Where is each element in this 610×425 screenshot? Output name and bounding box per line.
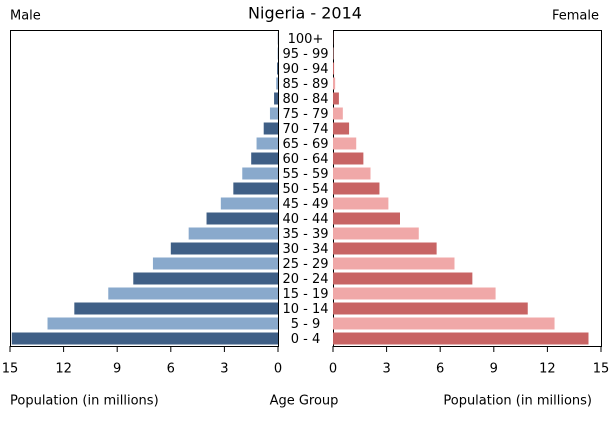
age-group-label: 0 - 4 — [291, 332, 321, 347]
age-group-label: 60 - 64 — [282, 152, 328, 167]
bar — [11, 332, 278, 345]
bar — [108, 287, 279, 300]
bar — [333, 242, 437, 255]
age-group-label: 95 - 99 — [282, 47, 328, 62]
bar — [333, 212, 400, 225]
bar — [170, 242, 278, 255]
legend-male: Male — [10, 9, 41, 24]
age-group-label: 20 - 24 — [282, 272, 328, 287]
bar — [333, 137, 357, 150]
bar — [220, 197, 278, 210]
bar — [333, 227, 419, 240]
x-tick-label: 9 — [490, 362, 498, 377]
bar — [277, 62, 278, 75]
x-tick-label: 9 — [113, 362, 121, 377]
age-group-label: 55 - 59 — [282, 167, 328, 182]
x-tick-label: 15 — [2, 362, 19, 377]
bar — [133, 272, 278, 285]
age-group-label: 45 - 49 — [282, 197, 328, 212]
age-group-label: 90 - 94 — [282, 62, 328, 77]
bar — [274, 92, 278, 105]
age-group-label: 30 - 34 — [282, 242, 328, 257]
bar — [333, 317, 555, 330]
age-group-label: 85 - 89 — [282, 77, 328, 92]
x-tick-label: 3 — [220, 362, 228, 377]
legend-female: Female — [552, 9, 599, 24]
bar — [263, 122, 278, 135]
bar — [251, 152, 278, 165]
bar — [333, 257, 455, 270]
bar — [333, 182, 380, 195]
age-group-label: 40 - 44 — [282, 212, 328, 227]
bar — [333, 332, 589, 345]
bar — [276, 77, 278, 90]
bar — [233, 182, 278, 195]
bar — [333, 302, 528, 315]
bar — [333, 62, 335, 75]
x-axis-label-left: Population (in millions) — [10, 394, 159, 409]
x-tick-label: 12 — [55, 362, 72, 377]
x-axis-label-right: Population (in millions) — [443, 394, 592, 409]
x-tick-label: 6 — [167, 362, 175, 377]
bar — [206, 212, 278, 225]
chart-title: Nigeria - 2014 — [248, 4, 362, 23]
x-tick-label: 3 — [382, 362, 390, 377]
x-tick-label: 15 — [593, 362, 610, 377]
age-group-label: 100+ — [288, 32, 324, 47]
category-axis-label: Age Group — [270, 394, 339, 409]
age-group-label: 25 - 29 — [282, 257, 328, 272]
bar — [333, 107, 343, 120]
bar — [269, 107, 278, 120]
bar — [47, 317, 278, 330]
age-group-label: 50 - 54 — [282, 182, 328, 197]
age-group-label: 35 - 39 — [282, 227, 328, 242]
x-tick-label: 0 — [274, 362, 282, 377]
age-group-label: 5 - 9 — [291, 317, 321, 332]
bar — [333, 47, 334, 60]
x-tick-label: 0 — [329, 362, 337, 377]
bar — [333, 197, 389, 210]
bar — [74, 302, 278, 315]
age-group-label: 80 - 84 — [282, 92, 328, 107]
bar — [333, 152, 364, 165]
age-group-label: 75 - 79 — [282, 107, 328, 122]
x-tick-label: 6 — [436, 362, 444, 377]
bar — [188, 227, 278, 240]
bar — [333, 287, 496, 300]
bar — [333, 122, 350, 135]
age-group-label: 10 - 14 — [282, 302, 328, 317]
x-tick-label: 12 — [539, 362, 556, 377]
bar — [242, 167, 278, 180]
bar — [256, 137, 278, 150]
plot-frame-left — [10, 30, 279, 347]
age-group-label: 70 - 74 — [282, 122, 328, 137]
bar — [333, 77, 336, 90]
age-group-label: 65 - 69 — [282, 137, 328, 152]
bar — [333, 167, 371, 180]
bar — [152, 257, 278, 270]
bar — [333, 272, 473, 285]
bar — [333, 92, 339, 105]
age-group-label: 15 - 19 — [282, 287, 328, 302]
